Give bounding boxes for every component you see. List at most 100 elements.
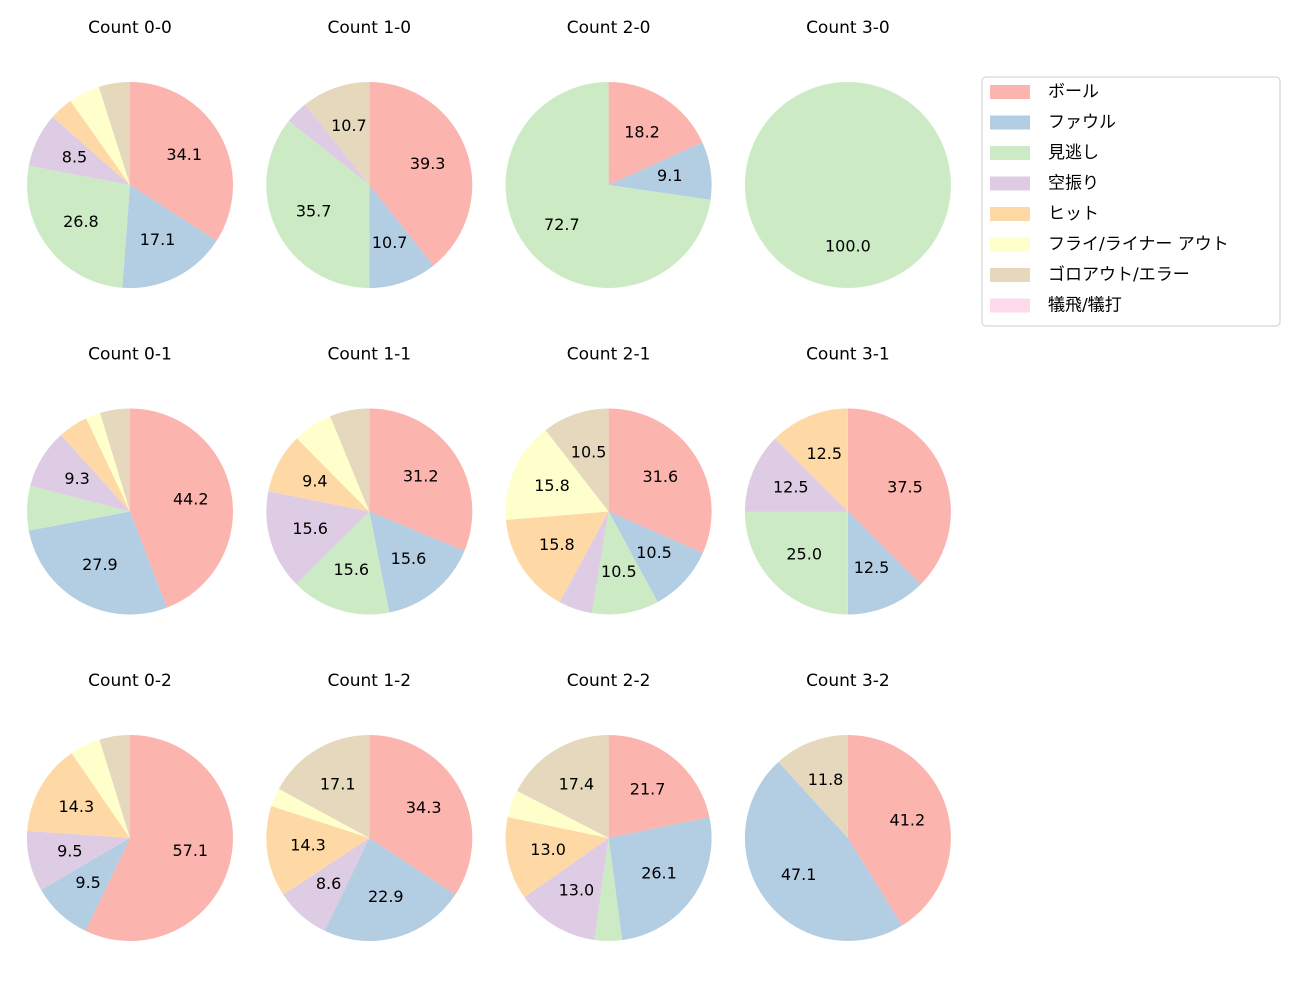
- pie-slice: [847, 735, 951, 926]
- pie-slice: [608, 142, 712, 200]
- value-label: 12.5: [854, 558, 890, 577]
- value-label: 14.3: [59, 797, 95, 816]
- legend-swatch: [990, 298, 1030, 313]
- pie-slice: [271, 788, 370, 838]
- pie-slice: [305, 82, 370, 185]
- legend-label: フライ/ライナー アウト: [1048, 235, 1229, 255]
- chart-title: Count 0-0: [88, 18, 172, 38]
- pie-slice: [594, 838, 623, 942]
- value-label: 39.3: [410, 154, 446, 173]
- pie-slice: [122, 185, 217, 288]
- value-label: 17.4: [559, 775, 595, 794]
- pie-slice: [775, 408, 848, 512]
- value-label: 9.5: [75, 873, 100, 892]
- pie-slice: [28, 511, 167, 615]
- pie-slice: [52, 100, 131, 185]
- pie-slice: [41, 838, 131, 931]
- value-label: 44.2: [173, 490, 209, 509]
- value-label: 10.7: [372, 233, 408, 252]
- pie-slice: [330, 408, 370, 512]
- pie-slice: [608, 817, 712, 941]
- value-label: 15.6: [391, 549, 427, 568]
- pie-slice: [744, 82, 951, 288]
- pie-slice: [505, 82, 711, 289]
- legend-label: 空振り: [1048, 174, 1099, 194]
- legend-label: ボール: [1048, 82, 1099, 102]
- chart-title: Count 2-1: [567, 345, 651, 365]
- pie-slice: [85, 735, 233, 942]
- pie-slice: [608, 408, 712, 553]
- value-label: 10.5: [571, 443, 607, 462]
- value-label: 72.7: [544, 215, 580, 234]
- legend-label: 見逃し: [1048, 143, 1099, 163]
- chart-title: Count 3-0: [806, 18, 890, 38]
- value-label: 17.1: [320, 774, 356, 793]
- value-label: 22.9: [368, 887, 404, 906]
- legend-swatch: [990, 237, 1030, 252]
- pie-slice: [324, 838, 456, 941]
- value-label: 35.7: [296, 201, 332, 220]
- pie-slice: [130, 408, 233, 608]
- pie-slice: [70, 86, 130, 185]
- value-label: 9.3: [64, 469, 89, 488]
- value-label: 100.0: [825, 236, 871, 255]
- pie-slice: [71, 739, 130, 838]
- value-label: 10.5: [601, 562, 637, 581]
- pie-slice: [296, 416, 370, 512]
- legend-swatch: [990, 85, 1030, 99]
- chart-title: Count 0-1: [88, 345, 172, 365]
- value-label: 12.5: [773, 477, 809, 496]
- value-label: 9.4: [302, 472, 327, 491]
- value-label: 15.6: [292, 519, 328, 538]
- value-label: 8.5: [62, 147, 87, 166]
- pie-slice: [608, 735, 710, 838]
- value-label: 31.6: [643, 467, 679, 486]
- value-label: 41.2: [890, 811, 926, 830]
- pie-slice: [130, 82, 233, 241]
- pie-slice: [296, 511, 390, 615]
- chart-title: Count 3-2: [806, 671, 890, 691]
- value-label: 25.0: [786, 545, 822, 564]
- value-label: 26.1: [641, 863, 677, 882]
- pie-slice: [288, 104, 370, 185]
- legend-label: ヒット: [1048, 204, 1099, 224]
- pie-slice: [847, 511, 921, 615]
- pie-slice: [608, 511, 703, 603]
- value-label: 31.2: [403, 467, 439, 486]
- pie-slice: [847, 408, 951, 585]
- value-label: 37.5: [887, 477, 923, 496]
- pie-slice: [369, 511, 465, 613]
- pie-slice: [27, 830, 130, 890]
- legend-swatch: [990, 268, 1030, 282]
- pie-slice: [369, 408, 473, 551]
- chart-title: Count 3-1: [806, 345, 890, 365]
- pie-slice: [524, 838, 609, 941]
- value-label: 13.0: [530, 840, 566, 859]
- value-label: 10.7: [331, 116, 367, 135]
- legend-swatch: [990, 176, 1030, 191]
- pie-slice: [86, 412, 130, 512]
- chart-title: Count 1-0: [327, 18, 411, 38]
- pie-slice: [266, 491, 370, 585]
- pie-slice: [98, 82, 130, 185]
- pie-slice: [505, 817, 609, 898]
- pie-slice: [268, 438, 370, 512]
- pie-slice: [744, 761, 903, 941]
- pie-slice: [100, 408, 130, 512]
- value-label: 8.6: [316, 874, 341, 893]
- legend-box: [981, 76, 1281, 327]
- value-label: 11.8: [808, 770, 844, 789]
- pie-slice: [266, 806, 370, 895]
- pie-slice: [369, 185, 434, 288]
- pie-slice: [505, 511, 609, 603]
- value-label: 9.5: [57, 842, 82, 861]
- value-label: 21.7: [630, 780, 666, 799]
- chart-title: Count 1-1: [327, 345, 411, 365]
- chart-title: Count 2-0: [567, 18, 651, 38]
- pie-slice: [545, 408, 609, 512]
- pie-slice: [266, 120, 370, 288]
- pie-slice: [517, 735, 609, 838]
- legend-label: ゴロアウト/エラー: [1048, 264, 1190, 285]
- value-label: 12.5: [806, 444, 842, 463]
